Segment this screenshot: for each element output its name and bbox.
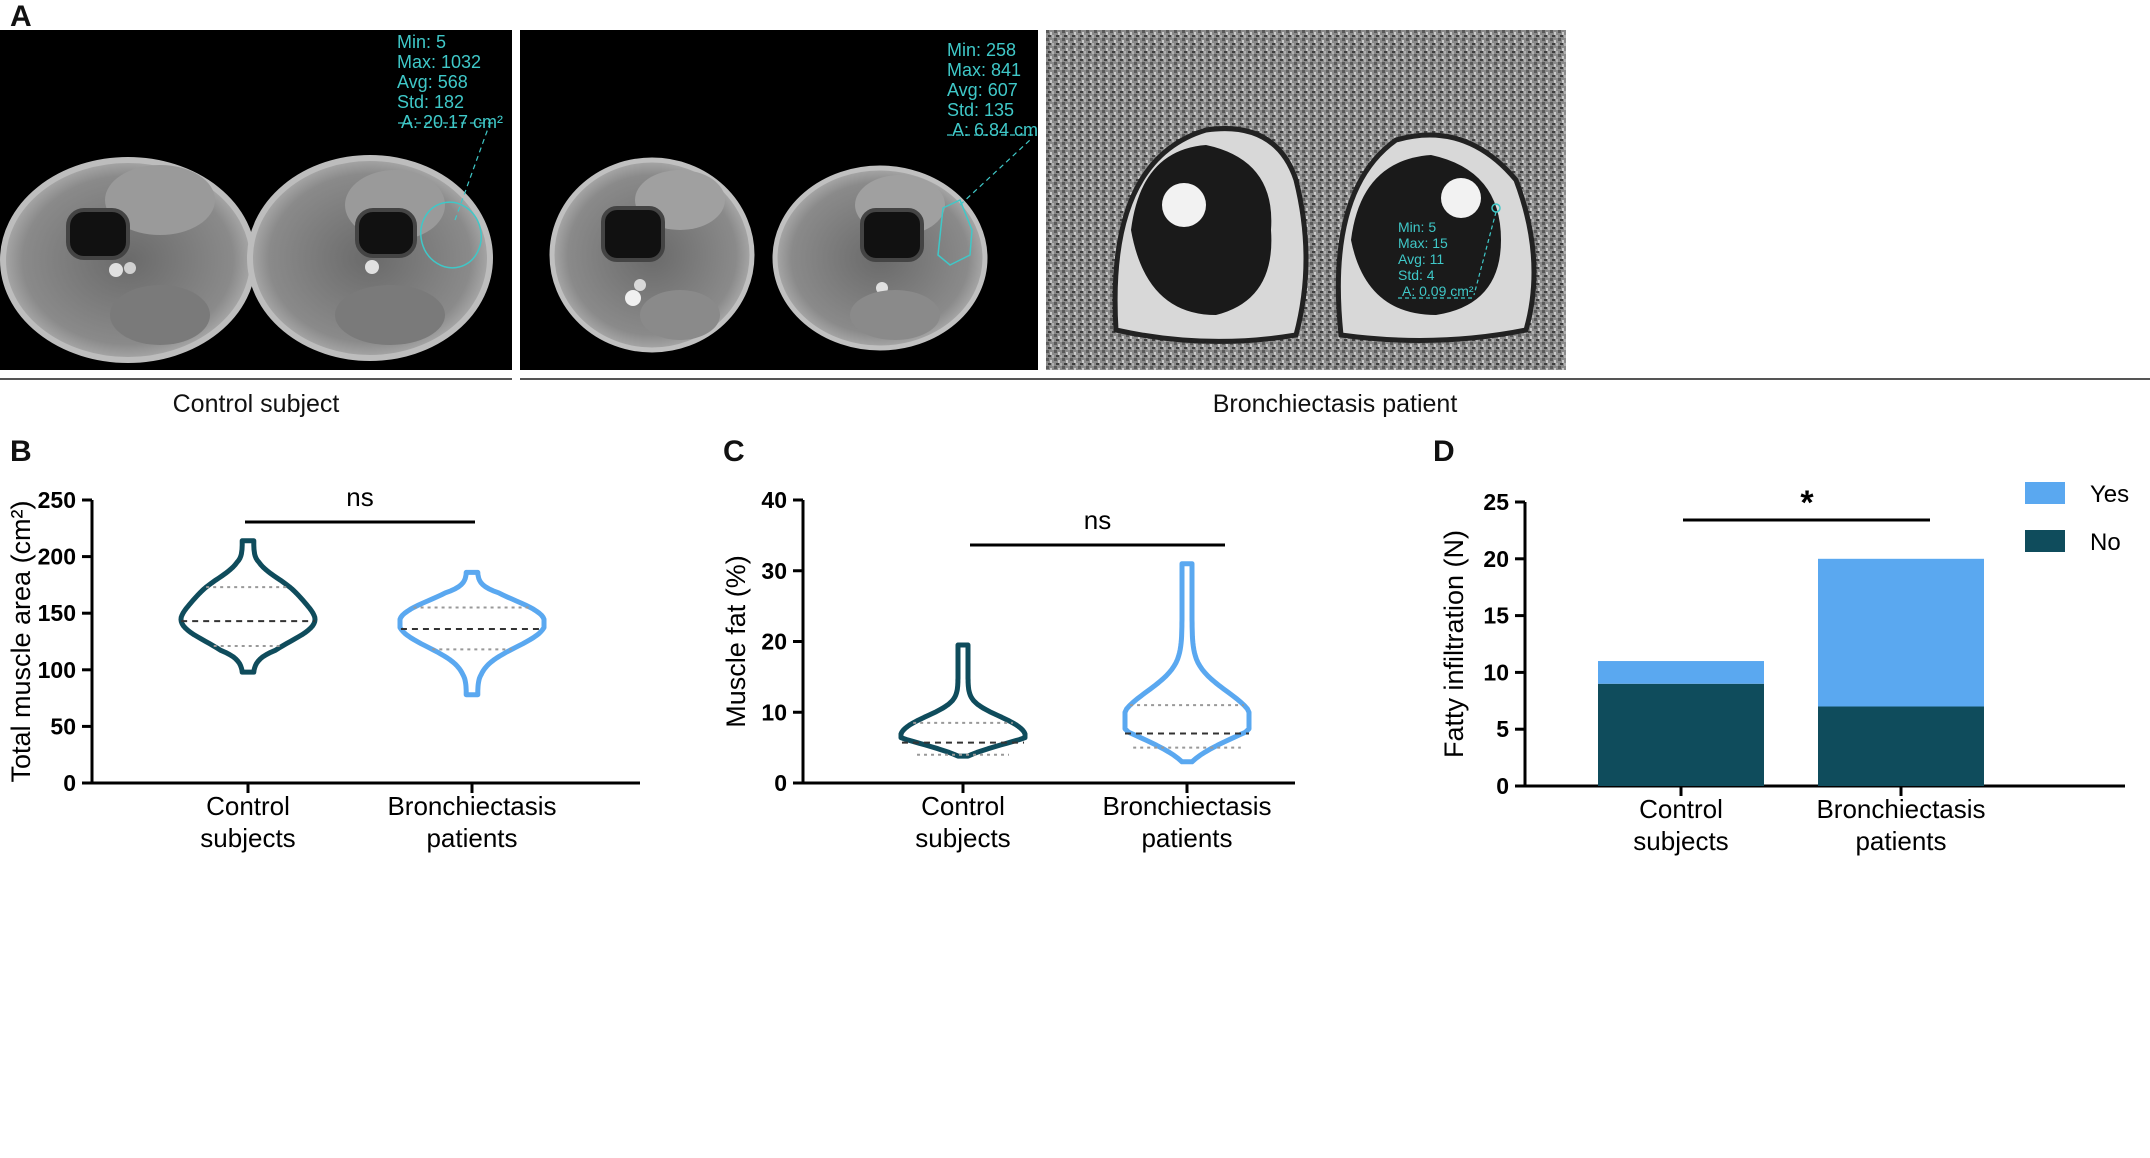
bar-no-1 [1818,706,1984,786]
violin-1 [1122,561,1252,765]
y-tick-label: 0 [774,770,787,796]
y-tick-label: 250 [38,487,76,513]
panel-c-letter: C [723,435,745,468]
significance-label: * [1800,484,1814,522]
y-tick-label: 25 [1483,489,1509,515]
bar-yes-1 [1818,558,1984,707]
y-tick-label: 0 [1496,773,1509,799]
roi-patient-max: Max: 841 [947,60,1021,80]
group-divider-control [0,378,512,380]
roi-patient-min: Min: 258 [947,40,1016,60]
y-tick-label: 40 [761,487,787,513]
roi-control-max: Max: 1032 [397,52,481,72]
y-tick-label: 5 [1496,716,1509,742]
y-tick-label: 30 [761,558,787,584]
y-tick-label: 50 [50,713,76,739]
panel-a-letter: A [10,0,32,33]
y-axis-label: Muscle fat (%) [721,555,751,728]
x-tick-label: Control [921,791,1005,821]
x-tick-label: Bronchiectasis [387,791,556,821]
panel-b-letter: B [10,435,32,468]
roi-fat-min: Min: 5 [1398,219,1436,235]
mri-patient-svg: Min: 258 Max: 841 Avg: 607 Std: 135 A: 6… [549,40,1038,353]
y-tick-label: 20 [761,629,787,655]
violin-1 [397,569,547,698]
roi-patient-area: A: 6.84 cm² [952,120,1038,140]
legend-label-yes: Yes [2090,481,2129,508]
legend-label-no: No [2090,529,2121,556]
significance-label: ns [346,482,373,512]
roi-patient-avg: Avg: 607 [947,80,1018,100]
bar-yes-0 [1598,661,1764,684]
roi-control-std: Std: 182 [397,92,464,112]
y-axis-label: Fatty infiltration (N) [1439,530,1469,758]
x-tick-label: Bronchiectasis [1102,791,1271,821]
violin-0 [898,642,1028,759]
significance-label: ns [1084,505,1111,535]
mri-fat-map-svg: Min: 5 Max: 15 Avg: 11 Std: 4 A: 0.09 cm… [1046,30,1566,370]
group-divider-patient [520,378,2150,380]
mri-control-subject: Min: 5 Max: 1032 Avg: 568 Std: 182 A: 20… [0,30,512,370]
roi-fat-max: Max: 15 [1398,235,1448,251]
roi-control-area: A: 20.17 cm² [401,112,503,132]
y-tick-label: 0 [63,770,76,796]
x-tick-label: Control [1639,794,1723,824]
y-tick-label: 10 [1483,659,1509,685]
x-tick-label: patients [426,823,517,853]
x-tick-label: Control [206,791,290,821]
y-axis-label: Total muscle area (cm²) [6,500,36,782]
roi-fat-area: A: 0.09 cm² [1402,283,1474,299]
x-tick-label: Bronchiectasis [1816,794,1985,824]
violin-0 [178,538,318,675]
y-tick-label: 15 [1483,603,1509,629]
bar-no-0 [1598,683,1764,786]
roi-fat-std: Std: 4 [1398,267,1435,283]
mri-fat-map: Min: 5 Max: 15 Avg: 11 Std: 4 A: 0.09 cm… [1046,30,1566,370]
roi-fat-avg: Avg: 11 [1398,251,1444,267]
mri-patient: Min: 258 Max: 841 Avg: 607 Std: 135 A: 6… [520,30,1038,370]
x-tick-label: subjects [1633,826,1728,856]
x-tick-label: patients [1141,823,1232,853]
legend-swatch-no [2025,530,2065,552]
legend-swatch-yes [2025,482,2065,504]
x-tick-label: subjects [915,823,1010,853]
group-label-control: Control subject [172,390,340,418]
panel-d-letter: D [1433,435,1455,468]
y-tick-label: 20 [1483,546,1509,572]
y-tick-label: 200 [38,544,76,570]
roi-patient-std: Std: 135 [947,100,1014,120]
roi-control-min: Min: 5 [397,32,446,52]
x-tick-label: subjects [200,823,295,853]
roi-control-avg: Avg: 568 [397,72,468,92]
y-tick-label: 10 [761,699,787,725]
y-tick-label: 100 [38,657,76,683]
y-tick-label: 150 [38,600,76,626]
x-tick-label: patients [1855,826,1946,856]
mri-control-svg: Min: 5 Max: 1032 Avg: 568 Std: 182 A: 20… [0,32,503,363]
group-label-patient: Bronchiectasis patient [1212,390,1458,418]
